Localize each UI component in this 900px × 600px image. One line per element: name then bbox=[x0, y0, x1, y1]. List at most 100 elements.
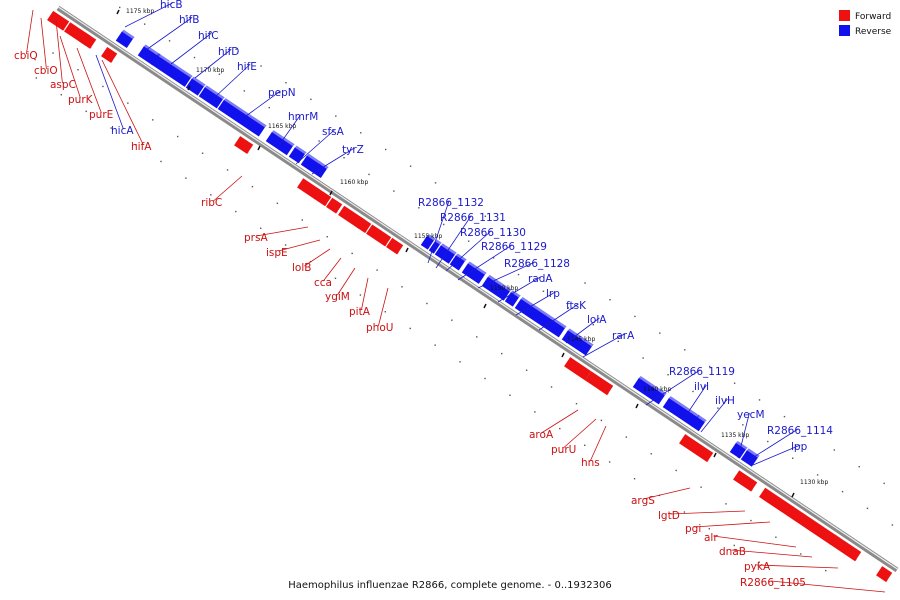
distance-dot bbox=[443, 223, 445, 226]
gene-label-dnaB[interactable]: dnaB bbox=[719, 546, 813, 558]
gene-label-purE[interactable]: purE bbox=[76, 47, 113, 121]
gene-label-prsA[interactable]: prsA bbox=[244, 226, 309, 244]
distance-dot bbox=[193, 56, 196, 59]
forward-gene-block[interactable] bbox=[679, 434, 716, 463]
gene-leader-line bbox=[40, 17, 47, 70]
gene-label-hicA[interactable]: hicA bbox=[95, 54, 134, 137]
forward-gene-block[interactable] bbox=[47, 10, 72, 31]
gene-label-pgi[interactable]: pgi bbox=[685, 521, 771, 535]
gene-label-lolA[interactable]: lolA bbox=[565, 314, 607, 344]
forward-gene-block[interactable] bbox=[313, 188, 334, 207]
gene-face bbox=[297, 178, 321, 199]
distance-dot bbox=[351, 252, 353, 255]
reverse-gene-block[interactable] bbox=[690, 414, 707, 432]
gene-label-cca[interactable]: cca bbox=[314, 257, 342, 289]
distance-dot bbox=[534, 411, 536, 413]
gene-label-purK[interactable]: purK bbox=[59, 35, 94, 106]
gene-label-ilvI[interactable]: ilvI bbox=[682, 381, 709, 421]
gene-label-hifC[interactable]: hifC bbox=[170, 30, 219, 65]
gene-label-lolB[interactable]: lolB bbox=[292, 248, 331, 274]
gene-leader-line bbox=[694, 521, 771, 528]
reverse-gene-block[interactable] bbox=[198, 85, 225, 109]
gene-label-R2866_1130[interactable]: R2866_1130 bbox=[445, 227, 526, 272]
gene-label-tyrZ[interactable]: tyrZ bbox=[311, 144, 364, 175]
gene-label-sfsA[interactable]: sfsA bbox=[295, 126, 345, 165]
gene-cap bbox=[751, 454, 760, 467]
gene-label-hicB[interactable]: hicB bbox=[124, 0, 183, 28]
distance-dot bbox=[775, 536, 777, 538]
gene-label-pitA[interactable]: pitA bbox=[349, 277, 371, 318]
gene-label-R2866_1132[interactable]: R2866_1132 bbox=[418, 197, 484, 264]
gene-label-cbiO[interactable]: cbiO bbox=[34, 17, 58, 77]
gene-label-R2866_1119[interactable]: R2866_1119 bbox=[645, 366, 735, 406]
forward-gene-block[interactable] bbox=[234, 136, 256, 154]
gene-leader-line bbox=[95, 54, 124, 130]
forward-gene-block[interactable] bbox=[366, 224, 394, 247]
gene-label-alr[interactable]: alr bbox=[704, 532, 797, 548]
forward-gene-block[interactable] bbox=[101, 46, 120, 63]
forward-gene-block[interactable] bbox=[326, 197, 345, 214]
gene-label-hmrM[interactable]: hmrM bbox=[276, 111, 318, 149]
gene-label-hifB[interactable]: hifB bbox=[145, 14, 199, 51]
forward-gene-block[interactable] bbox=[386, 237, 406, 255]
forward-gene-block[interactable] bbox=[599, 380, 616, 396]
gene-bevel bbox=[355, 224, 367, 233]
gene-face bbox=[185, 78, 204, 96]
reverse-gene-block[interactable] bbox=[420, 234, 436, 250]
gene-label-lpp[interactable]: lpp bbox=[752, 441, 808, 466]
reverse-gene-block[interactable] bbox=[185, 76, 206, 96]
gene-label-hns[interactable]: hns bbox=[581, 425, 607, 469]
gene-label-aspC[interactable]: aspC bbox=[50, 19, 76, 91]
gene-label-R2866_1114[interactable]: R2866_1114 bbox=[745, 425, 833, 463]
distance-dot bbox=[35, 77, 38, 79]
kbp-tick-mark bbox=[561, 352, 565, 358]
gene-label-lgtD[interactable]: lgtD bbox=[658, 510, 746, 522]
gene-label-R2866_1128[interactable]: R2866_1128 bbox=[477, 258, 570, 289]
gene-label-phoU[interactable]: phoU bbox=[366, 287, 393, 334]
distance-dot bbox=[517, 273, 520, 276]
gene-label-radA[interactable]: radA bbox=[497, 273, 553, 303]
gene-label-ftsK[interactable]: ftsK bbox=[538, 300, 587, 331]
gene-label-pepN[interactable]: pepN bbox=[245, 87, 296, 117]
forward-gene-block[interactable] bbox=[79, 32, 99, 49]
reverse-gene-block[interactable] bbox=[504, 290, 521, 307]
reverse-gene-block[interactable] bbox=[115, 29, 135, 49]
distance-dot bbox=[434, 344, 436, 346]
gene-face bbox=[366, 224, 392, 247]
gene-label-ispE[interactable]: ispE bbox=[266, 239, 321, 259]
gene-label-R2866_1131[interactable]: R2866_1131 bbox=[435, 212, 506, 269]
gene-label-argS[interactable]: argS bbox=[631, 487, 691, 507]
gene-label-rarA[interactable]: rarA bbox=[582, 330, 635, 358]
forward-gene-block[interactable] bbox=[829, 534, 864, 562]
forward-gene-block[interactable] bbox=[564, 357, 594, 381]
forward-gene-block[interactable] bbox=[876, 566, 895, 582]
gene-label-cbiQ[interactable]: cbiQ bbox=[14, 9, 38, 62]
forward-gene-block[interactable] bbox=[355, 217, 374, 233]
reverse-gene-block[interactable] bbox=[561, 328, 594, 356]
gene-label-yecM[interactable]: yecM bbox=[737, 409, 765, 459]
gene-label-ygiM[interactable]: ygiM bbox=[325, 267, 356, 303]
gene-label-hifD[interactable]: hifD bbox=[194, 46, 239, 79]
forward-gene-block[interactable] bbox=[733, 470, 760, 492]
reverse-gene-block[interactable] bbox=[729, 441, 748, 459]
gene-label-hifA[interactable]: hifA bbox=[101, 59, 152, 153]
reverse-gene-block[interactable] bbox=[428, 239, 442, 254]
gene-label-hifE[interactable]: hifE bbox=[213, 61, 257, 99]
gene-cap bbox=[111, 50, 120, 63]
gene-label-R2866_1129[interactable]: R2866_1129 bbox=[457, 241, 547, 281]
gene-label-ilvH[interactable]: ilvH bbox=[700, 395, 735, 433]
reverse-gene-block[interactable] bbox=[150, 53, 193, 87]
reverse-gene-block[interactable] bbox=[217, 98, 267, 137]
reverse-gene-block[interactable] bbox=[300, 153, 329, 179]
reverse-gene-block[interactable] bbox=[461, 261, 487, 284]
backbone-highlight bbox=[58, 6, 898, 570]
gene-label-ribC[interactable]: ribC bbox=[201, 175, 243, 209]
gene-leader-line bbox=[213, 175, 243, 202]
gene-label-lrp[interactable]: lrp bbox=[515, 288, 560, 316]
gene-label-aroA[interactable]: aroA bbox=[529, 409, 579, 441]
reverse-gene-block[interactable] bbox=[265, 130, 295, 156]
gene-label-purU[interactable]: purU bbox=[551, 418, 597, 456]
gene-label-pykA[interactable]: pykA bbox=[744, 561, 839, 573]
gene-label-R2866_1105[interactable]: R2866_1105 bbox=[740, 577, 886, 593]
